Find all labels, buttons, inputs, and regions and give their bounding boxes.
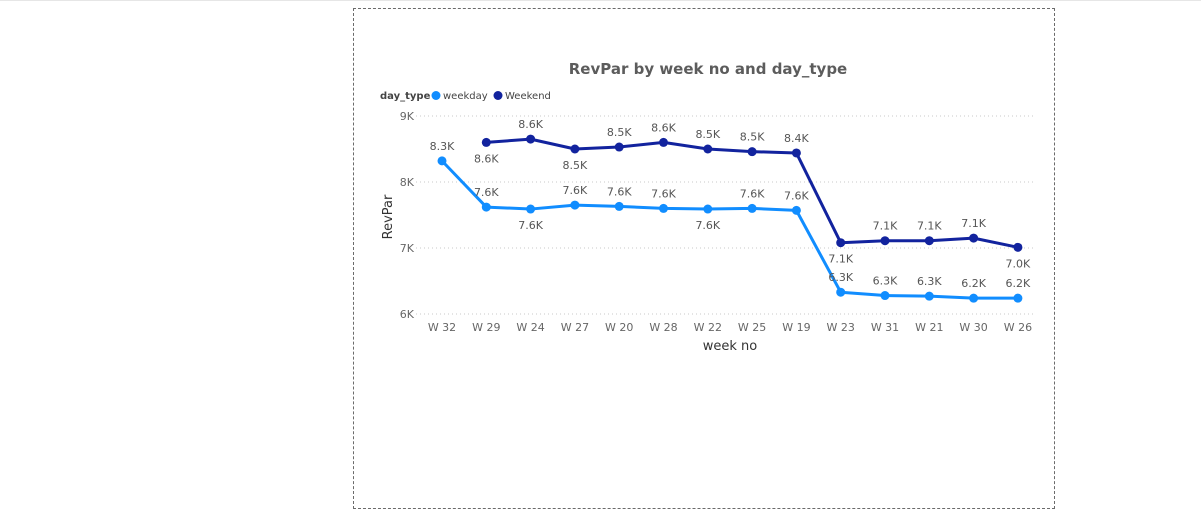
- data-point-weekday: [924, 291, 934, 301]
- x-tick-label: W 21: [915, 321, 943, 334]
- y-axis-title: RevPar: [381, 194, 396, 239]
- data-point-weekday: [570, 200, 580, 210]
- data-point-weekend: [614, 142, 624, 152]
- data-point-weekend: [526, 134, 536, 144]
- data-label-weekend: 8.5K: [607, 126, 632, 139]
- x-tick-label: W 19: [782, 321, 810, 334]
- legend-marker-weekday: [431, 91, 441, 100]
- data-label-weekend: 8.6K: [474, 152, 499, 165]
- data-point-weekend: [659, 137, 668, 147]
- x-tick-label: W 29: [472, 321, 500, 334]
- legend-marker-weekend: [493, 91, 503, 100]
- x-tick-label: W 28: [649, 321, 677, 334]
- data-label-weekday: 6.3K: [873, 275, 898, 288]
- x-axis-title: week no: [703, 339, 758, 354]
- y-tick-label: 7K: [400, 242, 415, 255]
- x-tick-label: W 32: [428, 321, 456, 334]
- x-tick-label: W 30: [959, 321, 987, 334]
- data-point-weekend: [703, 144, 713, 154]
- x-tick-label: W 20: [605, 321, 633, 334]
- chart-title: RevPar by week no and day_type: [569, 60, 847, 78]
- legend-title: day_type: [380, 91, 431, 102]
- data-label-weekday: 6.3K: [917, 275, 942, 288]
- y-axis-ticks: 6K 7K 8K 9K: [400, 110, 415, 321]
- x-axis-ticks: W 32 W 29 W 24 W 27 W 20 W 28 W 22 W 25 W 19 W 23…: [428, 321, 1032, 334]
- data-label-weekday: 6.3K: [828, 271, 853, 284]
- data-label-weekend: 8.5K: [695, 128, 720, 141]
- data-labels-layer: 8.3K 7.6K 7.6K 7.6K 7.6K 7.6K 7.6K 7.6K 7.6K 6.3K…: [430, 118, 1031, 290]
- data-point-weekday: [880, 291, 890, 301]
- data-label-weekday: 6.2K: [961, 277, 986, 290]
- series-layer: [437, 134, 1023, 303]
- data-label-weekday: 6.2K: [1006, 277, 1031, 290]
- y-tick-label: 8K: [400, 176, 415, 189]
- data-point-weekday: [836, 287, 846, 297]
- data-point-weekend: [747, 147, 757, 157]
- data-label-weekday: 7.6K: [518, 219, 543, 232]
- data-label-weekday: 7.6K: [563, 184, 588, 197]
- data-point-weekday: [526, 204, 536, 214]
- data-point-weekend: [836, 238, 846, 248]
- data-label-weekend: 7.1K: [873, 220, 898, 233]
- data-point-weekday: [481, 202, 491, 212]
- x-tick-label: W 27: [561, 321, 589, 334]
- data-label-weekday: 7.6K: [784, 189, 809, 202]
- data-point-weekday: [747, 203, 757, 213]
- x-tick-label: W 22: [694, 321, 722, 334]
- data-label-weekday: 7.6K: [740, 187, 765, 200]
- data-point-weekend: [924, 236, 934, 246]
- y-tick-label: 6K: [400, 308, 415, 321]
- data-label-weekend: 8.5K: [740, 131, 765, 144]
- data-point-weekday: [614, 201, 624, 211]
- data-label-weekend: 8.5K: [563, 159, 588, 172]
- data-label-weekday: 8.3K: [430, 140, 455, 153]
- data-label-weekend: 8.4K: [784, 132, 809, 145]
- data-point-weekday: [437, 156, 447, 166]
- series-line-weekday: [440, 159, 1018, 300]
- top-divider: [0, 0, 1201, 1]
- data-point-weekend: [880, 236, 890, 246]
- x-tick-label: W 24: [516, 321, 544, 334]
- data-label-weekend: 7.1K: [828, 253, 853, 266]
- data-label-weekday: 7.6K: [651, 187, 676, 200]
- gridlines: [416, 115, 1034, 315]
- data-label-weekend: 7.1K: [917, 220, 942, 233]
- data-label-weekend: 8.6K: [518, 118, 543, 131]
- x-tick-label: W 25: [738, 321, 766, 334]
- legend-label-weekday: weekday: [443, 91, 488, 102]
- data-point-weekday: [969, 293, 979, 303]
- data-label-weekend: 7.0K: [1006, 257, 1031, 270]
- data-label-weekday: 7.6K: [695, 219, 720, 232]
- y-tick-label: 9K: [400, 110, 415, 123]
- data-point-weekend: [969, 233, 979, 243]
- data-point-weekday: [1013, 293, 1023, 303]
- data-point-weekend: [1013, 242, 1023, 252]
- data-label-weekend: 8.6K: [651, 121, 676, 134]
- x-tick-label: W 31: [871, 321, 899, 334]
- data-point-weekday: [703, 204, 713, 214]
- data-point-weekend: [481, 137, 491, 147]
- data-label-weekday: 7.6K: [607, 185, 632, 198]
- x-tick-label: W 26: [1004, 321, 1032, 334]
- data-label-weekday: 7.6K: [474, 186, 499, 199]
- data-label-weekend: 7.1K: [961, 217, 986, 230]
- data-point-weekday: [659, 203, 668, 213]
- chart-legend[interactable]: day_type weekday Weekend: [380, 91, 551, 102]
- legend-label-weekend: Weekend: [505, 91, 551, 102]
- data-point-weekend: [791, 148, 801, 158]
- data-point-weekend: [570, 144, 580, 154]
- x-tick-label: W 23: [827, 321, 855, 334]
- data-point-weekday: [791, 205, 801, 215]
